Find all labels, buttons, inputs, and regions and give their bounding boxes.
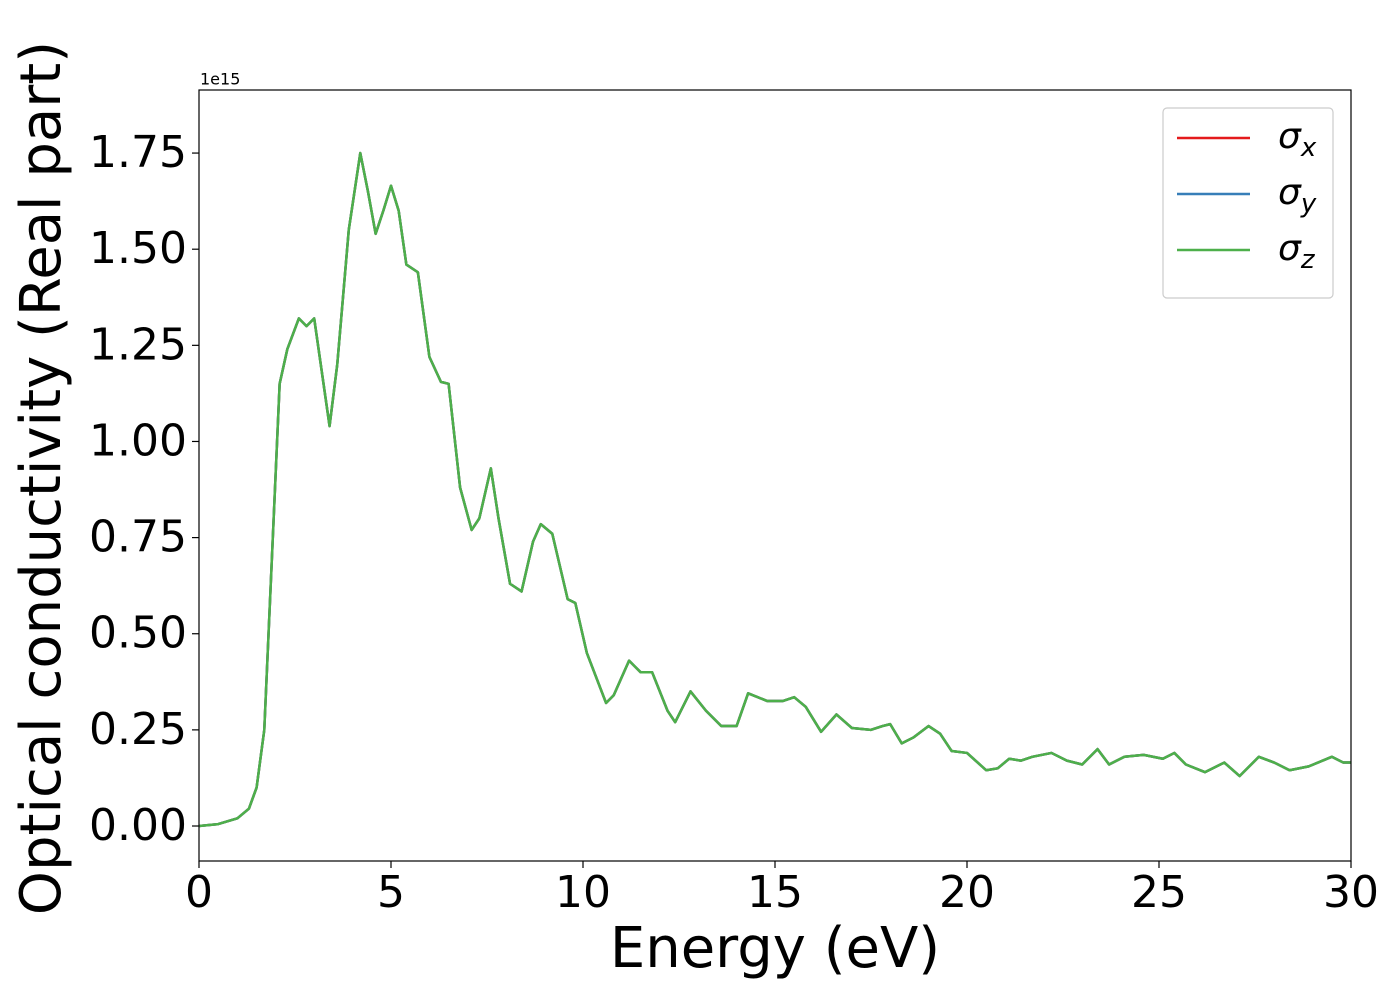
y-tick-label: 0.25 [89,704,187,755]
x-tick-label: 30 [1323,867,1379,918]
y-tick-label: 0.50 [89,608,187,659]
y-tick-label: 1.00 [89,415,187,466]
y-axis-label: Optical conductivity (Real part) [9,41,74,915]
x-axis-label: Energy (eV) [610,916,940,981]
x-tick-label: 5 [377,867,405,918]
x-tick-label: 20 [939,867,995,918]
x-tick-label: 25 [1131,867,1187,918]
y-offset-label: 1e15 [200,70,240,89]
data-line [199,151,1351,828]
x-tick-label: 10 [555,867,611,918]
plot-frame [198,89,1352,862]
y-tick-label: 0.00 [89,800,187,851]
legend-label: σz [1278,228,1316,275]
legend-label: σx [1278,116,1317,163]
legend-label: σy [1278,172,1317,219]
x-tick-label: 0 [185,867,213,918]
y-tick-label: 1.75 [89,127,187,178]
y-tick-label: 0.75 [89,512,187,563]
y-tick-label: 1.50 [89,223,187,274]
y-tick-label: 1.25 [89,319,187,370]
x-tick-label: 15 [747,867,803,918]
